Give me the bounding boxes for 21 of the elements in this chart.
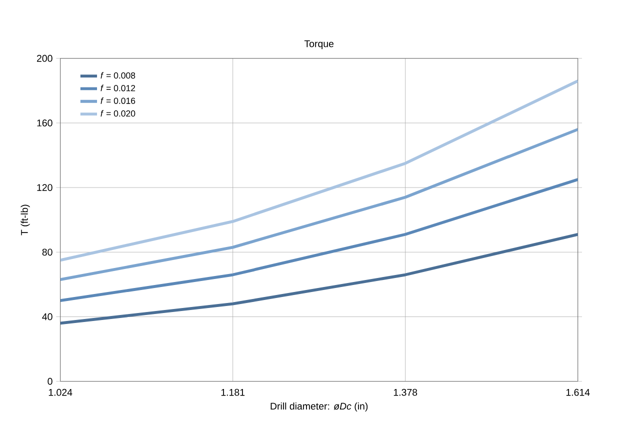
- line-series: [60, 232, 578, 325]
- x-tick-label: 1.614: [566, 388, 590, 396]
- line-series: [60, 80, 578, 262]
- y-axis-title: T (ft-lb): [20, 204, 30, 236]
- y-tick-label: 120: [37, 184, 52, 191]
- x-axis-title: Drill diameter: øDc (in): [270, 402, 368, 412]
- legend-label: f = 0.016: [100, 97, 136, 104]
- line-series: [60, 178, 578, 302]
- y-tick-label: 200: [36, 54, 52, 62]
- legend-label: f = 0.012: [100, 84, 136, 92]
- y-tick-label: 0: [48, 378, 52, 385]
- legend-label: f = 0.008: [100, 72, 136, 79]
- line-series: [60, 128, 578, 282]
- chart-title: Torque: [304, 40, 334, 50]
- y-tick-label: 160: [37, 120, 52, 126]
- legend-label: f = 0.020: [100, 110, 136, 117]
- y-tick-label: 40: [42, 313, 52, 320]
- x-tick-label: 1.378: [394, 388, 418, 396]
- x-tick-label: 1.181: [221, 388, 245, 396]
- x-tick-label: 1.024: [48, 388, 72, 396]
- y-tick-label: 80: [42, 248, 52, 256]
